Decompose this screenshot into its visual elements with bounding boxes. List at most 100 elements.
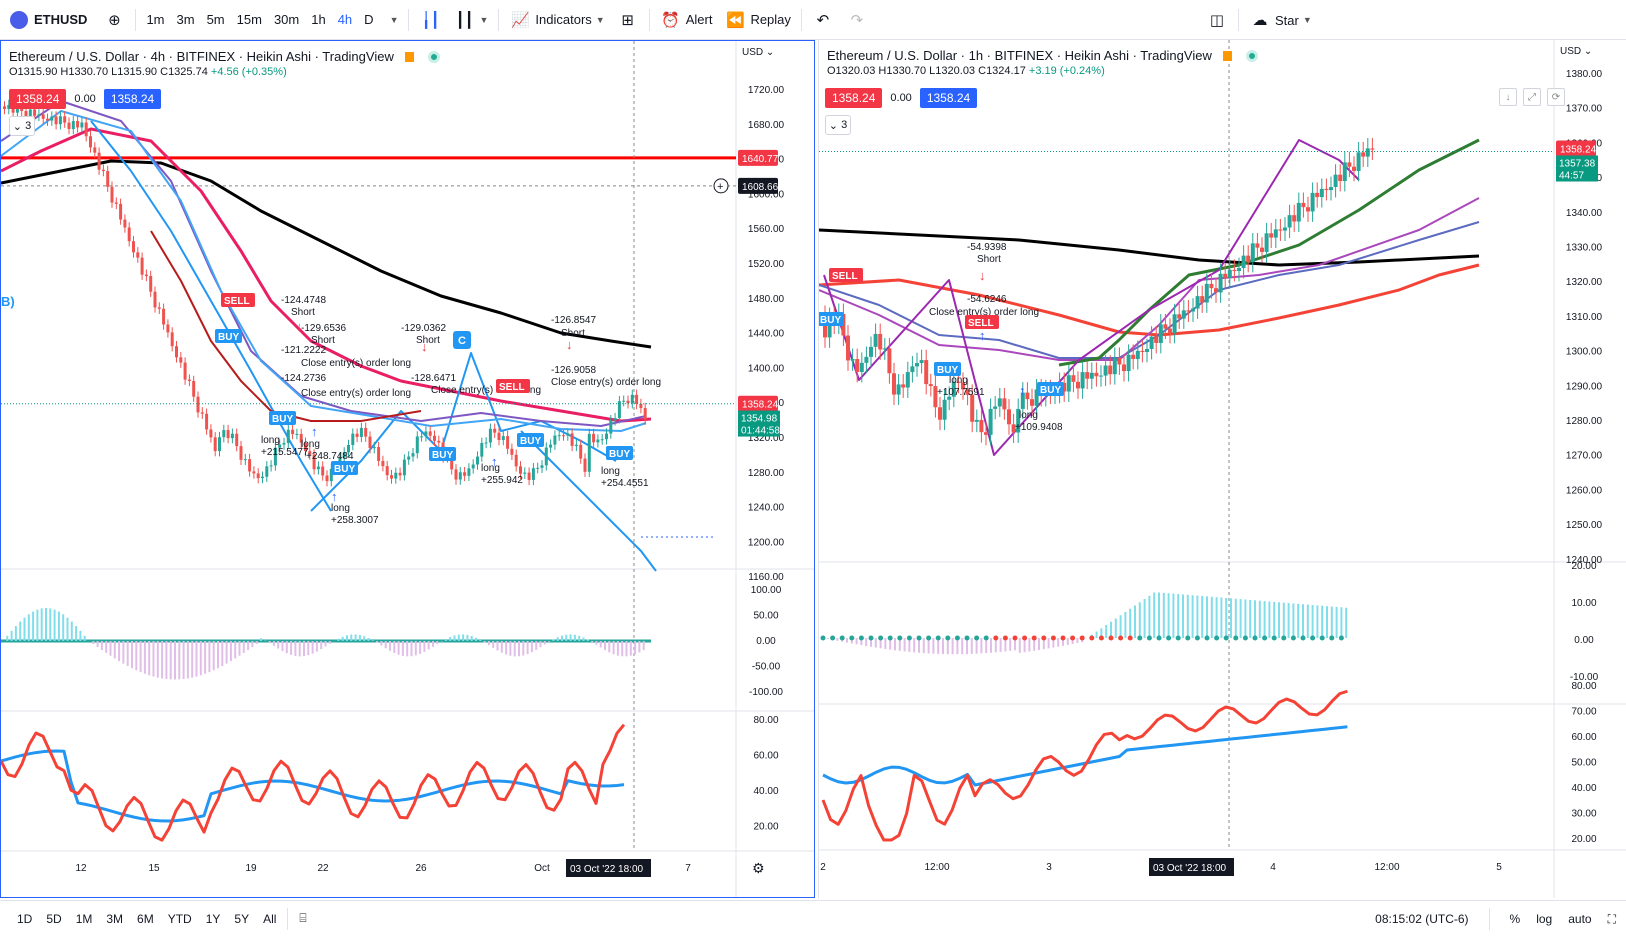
layout-button[interactable]: ◫ bbox=[1200, 6, 1234, 34]
buy-badge: BUY bbox=[432, 450, 453, 461]
candle-body bbox=[827, 317, 832, 338]
zero-dot bbox=[887, 635, 893, 641]
range-6m[interactable]: 6M bbox=[137, 911, 154, 926]
candle-body bbox=[1117, 357, 1122, 365]
range-5y[interactable]: 5Y bbox=[234, 911, 250, 926]
redo-button[interactable]: ↷ bbox=[840, 6, 874, 34]
range-5d[interactable]: 5D bbox=[46, 911, 62, 926]
sync-icon[interactable]: ⟳ bbox=[1547, 88, 1565, 106]
interval-4h[interactable]: 4h bbox=[337, 12, 353, 27]
zero-dot bbox=[858, 635, 864, 641]
range-1m[interactable]: 1M bbox=[75, 911, 93, 926]
down-arrow-icon: ↓ bbox=[296, 319, 303, 334]
chart-type-button[interactable]: ┃┃ ▼ bbox=[447, 6, 494, 34]
time-tick: 26 bbox=[415, 863, 427, 874]
left-chart-pane[interactable]: 1720.001680.001640.001600.001560.001520.… bbox=[0, 40, 815, 898]
auto-toggle[interactable]: auto bbox=[1568, 912, 1592, 926]
market-open-icon bbox=[428, 51, 441, 63]
annotation-label: +254.4551 bbox=[601, 478, 649, 489]
c-badge-bg bbox=[453, 331, 471, 349]
annotation-label: long bbox=[1019, 410, 1038, 421]
zero-dot bbox=[1300, 635, 1306, 641]
flag-icon[interactable] bbox=[1223, 51, 1233, 61]
interval-dropdown[interactable]: ▼ bbox=[380, 6, 405, 34]
interval-1h[interactable]: 1h bbox=[311, 12, 326, 27]
candle-body bbox=[84, 122, 88, 137]
compare-button[interactable]: ⊕ bbox=[97, 6, 131, 34]
buy-price-button[interactable]: 1358.24 bbox=[103, 89, 162, 109]
candle-body bbox=[1016, 408, 1021, 433]
zero-dot bbox=[1262, 635, 1268, 641]
layout-name-button[interactable]: ☁ Star ▼ bbox=[1243, 6, 1318, 34]
bar-style-button[interactable]: ╽┃ bbox=[413, 6, 447, 34]
maximize-icon[interactable]: ⤢ bbox=[1523, 88, 1541, 106]
ethereum-logo-icon bbox=[10, 10, 28, 29]
interval-1m[interactable]: 1m bbox=[146, 12, 165, 27]
percent-toggle[interactable]: % bbox=[1509, 912, 1521, 926]
interval-5m[interactable]: 5m bbox=[206, 12, 225, 27]
candle-body bbox=[7, 104, 11, 110]
indicators-collapse-button[interactable]: ⌄ 3 bbox=[825, 115, 851, 135]
time-tick: 7 bbox=[685, 863, 691, 874]
sell-badge-bg bbox=[221, 293, 255, 307]
range-1y[interactable]: 1Y bbox=[205, 911, 221, 926]
candle-body bbox=[153, 291, 157, 308]
templates-button[interactable]: ⊞ bbox=[611, 6, 645, 34]
date-range-icon[interactable]: ⌸ bbox=[299, 911, 307, 925]
candle-body bbox=[222, 430, 226, 438]
interval-15m[interactable]: 15m bbox=[236, 12, 262, 27]
candle-body bbox=[437, 440, 441, 443]
left-chart-canvas[interactable]: 1720.001680.001640.001600.001560.001520.… bbox=[1, 41, 815, 898]
symbol-search[interactable]: ETHUSD bbox=[6, 6, 97, 34]
zero-dot bbox=[1252, 635, 1258, 641]
candle-body bbox=[179, 357, 183, 363]
arrow-down-icon[interactable]: ↓ bbox=[1499, 88, 1517, 106]
change-value: +4.56 (+0.35%) bbox=[210, 66, 287, 78]
down-arrow-icon: ↓ bbox=[566, 337, 573, 352]
range-3m[interactable]: 3M bbox=[106, 911, 124, 926]
range-1d[interactable]: 1D bbox=[17, 911, 33, 926]
buy-badge: BUY bbox=[820, 315, 841, 326]
interval-30m[interactable]: 30m bbox=[273, 12, 300, 27]
zero-dot bbox=[897, 635, 903, 641]
log-toggle[interactable]: log bbox=[1536, 912, 1553, 926]
buy-price-button[interactable]: 1358.24 bbox=[919, 88, 978, 108]
sell-price-button[interactable]: 1358.24 bbox=[9, 89, 67, 109]
annotation-label: +215.5477 bbox=[261, 447, 309, 458]
indicators-collapse-button[interactable]: ⌄ 3 bbox=[9, 116, 35, 136]
range-ytd[interactable]: YTD bbox=[167, 911, 192, 926]
candle-body bbox=[901, 384, 906, 388]
low-value: L1320.03 bbox=[929, 65, 976, 77]
candle-body bbox=[1030, 399, 1034, 406]
cursor-time: 03 Oct '22 18:00 bbox=[1153, 863, 1227, 874]
replay-button[interactable]: ⏪ Replay bbox=[718, 6, 796, 34]
candle-body bbox=[390, 475, 393, 479]
right-chart-canvas[interactable]: USD ⌄1380.001370.001360.001350.001340.00… bbox=[819, 40, 1626, 898]
right-chart-pane[interactable]: USD ⌄1380.001370.001360.001350.001340.00… bbox=[818, 40, 1626, 898]
range-all[interactable]: All bbox=[263, 911, 277, 926]
sell-price-button[interactable]: 1358.24 bbox=[825, 88, 883, 108]
alert-button[interactable]: ⏰ Alert bbox=[654, 6, 719, 34]
candle-body bbox=[933, 386, 938, 408]
clock-timezone[interactable]: 08:15:02 (UTC-6) bbox=[1375, 912, 1469, 926]
candle-body bbox=[149, 276, 153, 292]
interval-3m[interactable]: 3m bbox=[176, 12, 195, 27]
divider bbox=[498, 8, 500, 31]
buy-badge-bg bbox=[606, 446, 633, 460]
candle-body bbox=[351, 433, 355, 446]
candle-body bbox=[359, 427, 363, 437]
interval-d[interactable]: D bbox=[364, 12, 374, 27]
candle-body bbox=[1103, 365, 1108, 376]
fullscreen-icon[interactable]: ⛶ bbox=[1607, 911, 1616, 926]
price-tick: 1340.00 bbox=[1566, 208, 1603, 219]
undo-button[interactable]: ↶ bbox=[806, 6, 840, 34]
candle-body bbox=[278, 444, 282, 448]
price-tick: 1270.00 bbox=[1566, 451, 1603, 462]
rsi-tick: 40.00 bbox=[753, 786, 778, 797]
flag-icon[interactable] bbox=[405, 52, 415, 62]
indicators-button[interactable]: 📈 Indicators ▼ bbox=[503, 6, 610, 34]
candle-body bbox=[630, 394, 634, 404]
chevron-down-icon: ▼ bbox=[389, 14, 399, 25]
candle-body bbox=[1122, 364, 1126, 372]
candle-body bbox=[527, 472, 531, 480]
